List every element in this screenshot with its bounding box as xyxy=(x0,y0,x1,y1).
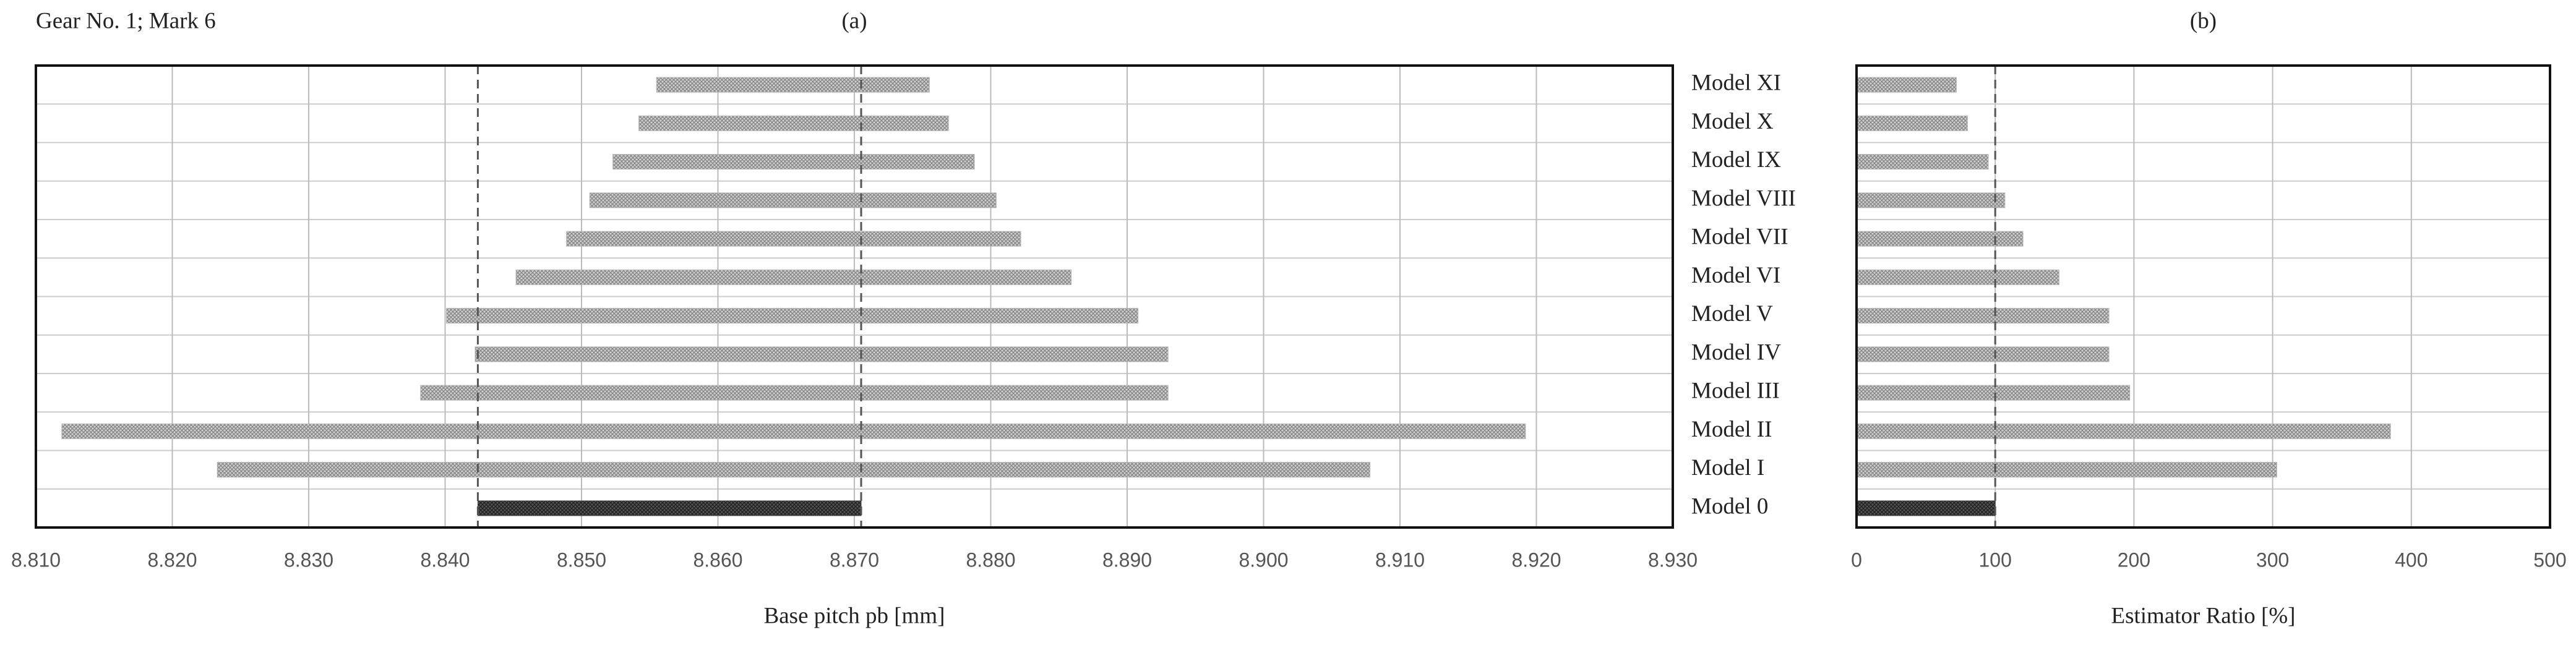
x-tick-label: 8.910 xyxy=(1375,549,1425,571)
range-bar xyxy=(656,77,930,93)
range-bar xyxy=(474,346,1169,362)
bar xyxy=(1856,192,2006,208)
x-axis-label: Estimator Ratio [%] xyxy=(2111,603,2296,628)
x-tick-label: 8.860 xyxy=(693,549,742,571)
range-bar xyxy=(446,308,1139,324)
bar xyxy=(1856,231,2024,247)
x-tick-label: 400 xyxy=(2395,549,2428,571)
category-label: Model II xyxy=(1691,417,1772,442)
category-label: Model XI xyxy=(1691,70,1781,96)
x-tick-label: 8.920 xyxy=(1511,549,1561,571)
x-tick-label: 300 xyxy=(2256,549,2289,571)
x-tick-label: 8.830 xyxy=(284,549,333,571)
plot-frame xyxy=(1855,64,2551,529)
bar xyxy=(1856,308,2110,324)
x-tick-label: 8.880 xyxy=(966,549,1015,571)
category-label: Model IV xyxy=(1691,340,1781,365)
range-bar xyxy=(589,192,997,208)
bar xyxy=(1856,500,1996,516)
x-tick-label: 8.870 xyxy=(830,549,879,571)
range-bar xyxy=(61,423,1526,439)
x-tick-label: 8.890 xyxy=(1102,549,1152,571)
bar xyxy=(1856,346,2110,362)
category-label: Model VI xyxy=(1691,263,1780,288)
category-label: Model X xyxy=(1691,109,1774,134)
range-bar xyxy=(566,231,1021,247)
category-label: Model VII xyxy=(1691,224,1788,250)
x-tick-label: 200 xyxy=(2118,549,2150,571)
x-tick-label: 8.900 xyxy=(1239,549,1288,571)
range-bar xyxy=(515,269,1072,285)
page-title: Gear No. 1; Mark 6 xyxy=(36,8,216,33)
panel-title: (a) xyxy=(841,8,867,33)
plot-frame xyxy=(35,64,1674,529)
bar xyxy=(1856,385,2131,401)
range-bar xyxy=(612,154,975,170)
range-bar xyxy=(420,385,1169,401)
category-label: Model VIII xyxy=(1691,186,1796,211)
x-tick-label: 8.930 xyxy=(1648,549,1698,571)
x-tick-label: 8.810 xyxy=(11,549,61,571)
bar xyxy=(1856,154,1989,170)
category-label: Model IX xyxy=(1691,147,1781,173)
x-tick-label: 500 xyxy=(2533,549,2566,571)
x-tick-label: 8.850 xyxy=(557,549,606,571)
range-bar xyxy=(477,500,862,516)
bar xyxy=(1856,115,1968,131)
category-label: Model III xyxy=(1691,378,1780,404)
x-axis-label: Base pitch pb [mm] xyxy=(764,603,945,628)
bar xyxy=(1856,462,2277,478)
range-bar xyxy=(638,115,949,131)
x-tick-label: 0 xyxy=(1851,549,1862,571)
bar xyxy=(1856,269,2059,285)
x-tick-label: 8.820 xyxy=(147,549,197,571)
bar xyxy=(1856,423,2391,439)
category-label: Model I xyxy=(1691,455,1764,481)
bar xyxy=(1856,77,1957,93)
range-bar xyxy=(217,462,1370,478)
x-tick-label: 100 xyxy=(1979,549,2012,571)
panel-title: (b) xyxy=(2190,8,2217,33)
x-tick-label: 8.840 xyxy=(420,549,470,571)
category-label: Model 0 xyxy=(1691,493,1768,519)
category-label: Model V xyxy=(1691,301,1773,327)
